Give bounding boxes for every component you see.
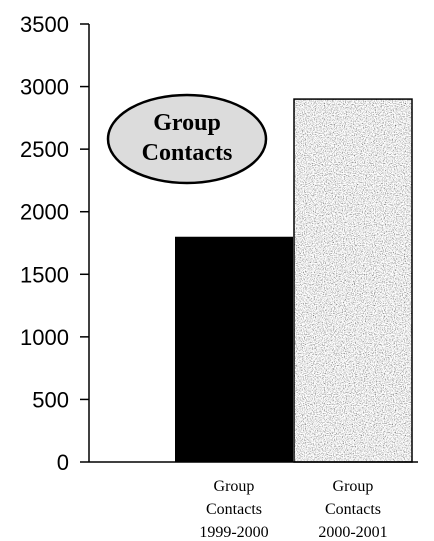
y-axis-ticks: 0 500 1000 1500 2000 2500 3000 3500 <box>20 12 89 475</box>
bars-layer <box>175 98 413 463</box>
y-tick-label: 2500 <box>20 137 69 162</box>
x-category-label: 2000-2001 <box>318 524 387 541</box>
bar-2000-2001 <box>294 99 412 462</box>
title-ellipse <box>106 93 268 185</box>
x-category-label: Contacts <box>325 501 381 518</box>
y-tick-label: 500 <box>32 387 69 412</box>
y-tick-label: 3500 <box>20 12 69 37</box>
y-tick-label: 2000 <box>20 200 69 225</box>
chart-title-line-2: Contacts <box>142 140 233 166</box>
title-callout: Group Contacts <box>106 93 268 185</box>
y-tick-label: 1500 <box>20 262 69 287</box>
bar-1999-2000 <box>175 236 293 462</box>
x-category-label: 1999-2000 <box>199 524 268 541</box>
x-category-label: Group <box>333 478 374 495</box>
y-tick-label: 3000 <box>20 75 69 100</box>
x-category-label: Contacts <box>206 501 262 518</box>
chart-title-line-1: Group <box>153 110 221 136</box>
x-axis-labels: Group Contacts 1999-2000 Group Contacts 2000-… <box>199 478 387 541</box>
x-category-label: Group <box>214 478 255 495</box>
y-tick-label: 0 <box>57 450 69 475</box>
y-tick-label: 1000 <box>20 325 69 350</box>
